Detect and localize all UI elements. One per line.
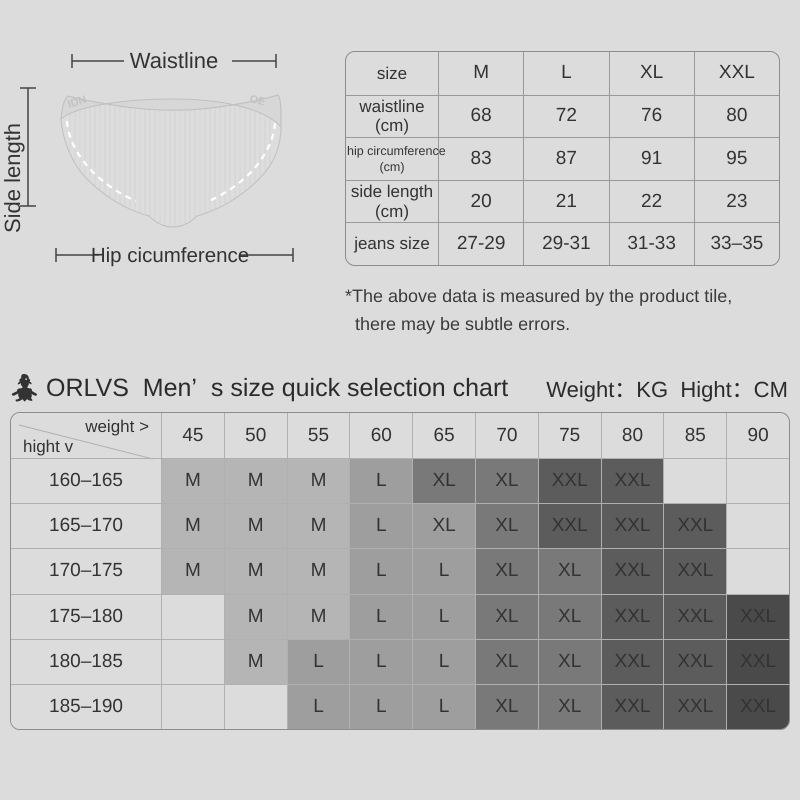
svg-text:Side length: Side length — [0, 123, 25, 233]
svg-text:Hip cicumference: Hip cicumference — [91, 244, 249, 267]
svg-text:Waistline: Waistline — [130, 48, 218, 73]
